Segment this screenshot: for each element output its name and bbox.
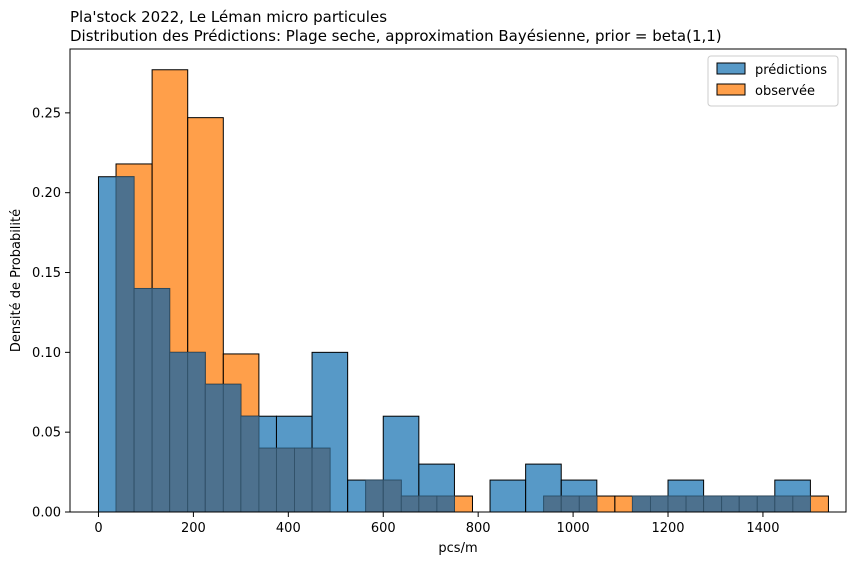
x-axis-ticks: 0 200 400 600 800 1000 1200 1400 <box>94 512 779 536</box>
y-tick-label: 0.15 <box>32 266 61 281</box>
overlap-bar <box>311 447 331 513</box>
overlap-bars <box>115 176 811 513</box>
overlap-bar <box>187 351 206 513</box>
y-tick-label: 0.25 <box>32 106 61 121</box>
x-tick-label: 1400 <box>746 521 779 536</box>
y-tick-label: 0.10 <box>32 346 61 361</box>
overlap-bar <box>276 447 295 513</box>
legend-label-predictions: prédictions <box>755 63 827 78</box>
overlap-bar <box>703 495 723 513</box>
y-tick-label: 0.05 <box>32 426 61 441</box>
overlap-bar <box>115 176 135 513</box>
overlap-bar <box>632 495 651 513</box>
overlap-bar <box>721 495 740 513</box>
legend-label-observed: observée <box>755 84 815 99</box>
overlap-bar <box>667 495 687 513</box>
y-tick-label: 0.00 <box>32 506 61 521</box>
plot-frame <box>69 48 847 513</box>
overlap-bar <box>792 495 811 513</box>
overlap-bar <box>294 447 313 513</box>
overlap-bar <box>204 383 224 513</box>
overlap-bar <box>258 447 277 513</box>
chart-title: Pla'stock 2022, Le Léman micro particule… <box>70 8 388 26</box>
overlap-bar <box>151 288 171 513</box>
x-tick-label: 800 <box>466 521 491 536</box>
overlap-bar <box>240 415 260 513</box>
overlap-bar <box>418 495 438 513</box>
overlap-bar <box>543 495 562 513</box>
overlap-bar <box>738 495 758 513</box>
overlap-bar <box>774 495 794 513</box>
x-tick-label: 400 <box>276 521 301 536</box>
x-axis-label: pcs/m <box>438 541 477 556</box>
x-tick-label: 0 <box>94 521 102 536</box>
overlap-bar <box>133 288 153 513</box>
x-tick-label: 200 <box>181 521 206 536</box>
x-tick-label: 1000 <box>557 521 590 536</box>
overlap-bar <box>169 351 189 513</box>
prediction-bar <box>489 479 527 513</box>
x-tick-label: 600 <box>371 521 396 536</box>
legend-swatch-observed <box>716 83 746 96</box>
legend: prédictions observée <box>707 55 839 107</box>
overlap-bar <box>365 479 384 513</box>
legend-swatch-predictions <box>716 62 746 75</box>
overlap-bar <box>650 495 669 513</box>
y-axis-ticks: 0.00 0.05 0.10 0.15 0.20 0.25 <box>32 106 70 521</box>
chart-subtitle: Distribution des Prédictions: Plage sech… <box>70 27 722 45</box>
overlap-bar <box>400 495 420 513</box>
overlap-bar <box>685 495 705 513</box>
y-tick-label: 0.20 <box>32 186 61 201</box>
y-axis-label: Densité de Probabilité <box>9 209 24 352</box>
overlap-bar <box>756 495 776 513</box>
overlap-bar <box>382 479 402 513</box>
x-tick-label: 1200 <box>651 521 684 536</box>
overlap-bar <box>578 495 598 513</box>
overlap-bar <box>436 495 455 513</box>
overlap-bar <box>222 383 242 513</box>
overlap-bar <box>560 495 580 513</box>
